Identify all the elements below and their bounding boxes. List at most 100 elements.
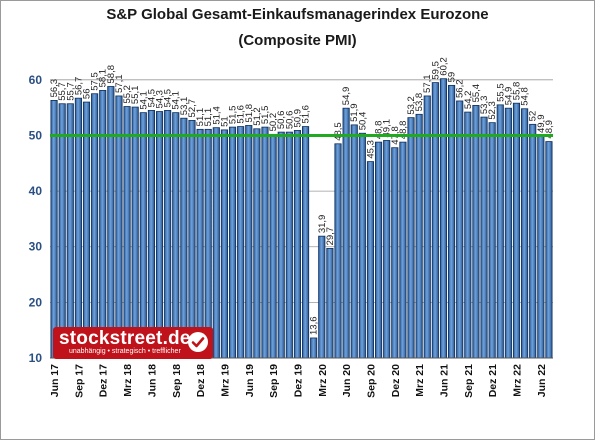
logo-tagline: unabhängig • strategisch • trefflicher	[69, 348, 181, 355]
value-label: 51,8	[244, 104, 255, 122]
bar	[326, 247, 334, 359]
value-label: 59,5	[430, 61, 441, 80]
value-label: 50,2	[268, 113, 279, 132]
bar	[391, 147, 399, 359]
bar	[350, 124, 358, 359]
bar	[261, 126, 269, 359]
value-label: 48,8	[374, 121, 385, 140]
value-label: 51,5	[228, 106, 239, 125]
value-label: 54,3	[155, 90, 166, 109]
bar	[66, 103, 74, 359]
value-label: 50,6	[284, 111, 295, 130]
value-label: 54,9	[503, 87, 514, 106]
value-label: 50,6	[276, 111, 287, 130]
x-tick-label: Dez 18	[195, 364, 207, 397]
value-label: 60,2	[438, 57, 449, 76]
value-label: 48,8	[398, 121, 409, 140]
y-tick-label: 40	[29, 184, 43, 198]
value-label: 54,9	[341, 87, 352, 106]
value-label: 52,3	[487, 101, 498, 119]
bar	[464, 111, 472, 359]
value-label: 48,9	[544, 120, 555, 139]
bar	[456, 100, 464, 359]
value-label: 54,5	[163, 89, 174, 108]
bar	[399, 141, 407, 359]
bar	[521, 108, 529, 359]
x-tick-label: Dez 21	[487, 364, 499, 397]
bar	[504, 107, 512, 359]
value-label: 55,7	[57, 82, 68, 101]
bar	[407, 117, 415, 359]
x-tick-label: Jun 19	[244, 364, 256, 397]
bar	[74, 97, 82, 359]
bar	[310, 337, 318, 359]
bar	[50, 100, 58, 359]
check-circle-icon	[188, 332, 208, 352]
bar	[293, 130, 302, 359]
y-tick-label: 30	[29, 240, 43, 254]
value-label: 58,1	[98, 69, 109, 88]
value-label: 51,5	[260, 106, 271, 125]
bar	[537, 135, 545, 359]
value-label: 55,1	[130, 86, 141, 105]
y-tick-label: 50	[29, 128, 43, 142]
bar	[366, 161, 375, 359]
value-label: 57,5	[90, 72, 101, 91]
value-label: 48,5	[333, 122, 344, 141]
value-label: 55,5	[495, 83, 506, 101]
bar	[212, 127, 220, 359]
bar	[139, 112, 147, 359]
x-tick-label: Sep 19	[268, 364, 280, 398]
logo-name: stockstreet.de	[59, 328, 191, 349]
stockstreet-logo: stockstreet.de unabhängig • strategisch …	[53, 327, 213, 359]
bar	[147, 110, 155, 359]
bar	[91, 93, 99, 359]
x-tick-label: Dez 19	[292, 364, 304, 397]
value-label: 50,9	[292, 109, 303, 128]
bar	[123, 106, 131, 359]
bar	[277, 131, 285, 359]
value-label: 29,7	[325, 227, 336, 246]
value-label: 51,6	[236, 105, 247, 124]
bar	[253, 128, 261, 359]
bar	[318, 235, 326, 359]
bar	[496, 104, 504, 359]
bar	[99, 89, 107, 359]
value-label: 55,8	[511, 82, 522, 101]
bar	[545, 141, 553, 359]
value-label: 54,8	[520, 87, 531, 106]
x-tick-label: Dez 17	[98, 364, 110, 397]
value-label: 53,8	[414, 93, 425, 112]
bar	[480, 116, 488, 359]
value-label: 56,3	[49, 79, 60, 98]
x-tick-label: Jun 22	[536, 364, 548, 397]
value-label: 53,2	[406, 96, 417, 115]
y-tick-label: 60	[29, 73, 43, 87]
value-label: 45,3	[365, 140, 376, 159]
value-label: 51,6	[301, 105, 312, 124]
value-label: 51,9	[349, 103, 360, 122]
bar	[285, 131, 293, 359]
bar	[415, 113, 423, 359]
bar	[529, 123, 537, 359]
value-label: 55,4	[471, 84, 482, 103]
value-label: 13,6	[309, 316, 320, 335]
value-label: 49,1	[382, 119, 393, 138]
bar	[512, 102, 521, 359]
bar	[237, 126, 245, 359]
x-tick-label: Sep 20	[365, 364, 377, 398]
x-tick-label: Mrz 19	[219, 364, 231, 397]
bar	[220, 129, 228, 359]
value-label: 54,5	[146, 89, 157, 108]
value-label: 54,1	[171, 91, 182, 110]
bar	[164, 110, 172, 359]
bar	[196, 128, 204, 359]
value-label: 51,1	[195, 108, 206, 127]
bar	[439, 78, 448, 359]
value-label: 52,7	[187, 99, 198, 118]
value-label: 54,1	[138, 91, 149, 110]
x-tick-label: Sep 21	[463, 364, 475, 398]
bar	[180, 117, 188, 359]
bar	[82, 101, 91, 359]
